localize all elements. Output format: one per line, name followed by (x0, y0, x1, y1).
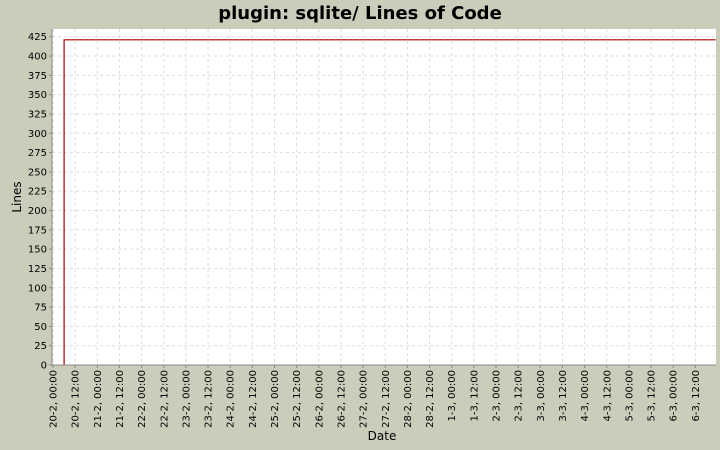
y-tick-label: 25 (34, 341, 47, 352)
x-tick-label: 28-2, 12:00 (425, 370, 436, 428)
x-tick-label: 27-2, 00:00 (359, 370, 370, 428)
x-tick-label: 5-3, 00:00 (624, 370, 635, 422)
y-tick-label: 275 (28, 148, 47, 159)
x-tick-label: 2-3, 12:00 (514, 370, 525, 422)
series-line (63, 39, 716, 365)
x-tick-label: 27-2, 12:00 (381, 370, 392, 428)
x-tick-label: 1-3, 12:00 (469, 370, 480, 422)
x-tick-label: 3-3, 00:00 (536, 370, 547, 422)
y-tick-label: 400 (28, 52, 47, 63)
x-tick-label: 24-2, 00:00 (226, 370, 237, 428)
x-ticks: 20-2, 00:00 20-2, 12:00 21-2, 00:00 21-2, 1… (49, 365, 702, 428)
x-tick-label: 4-3, 00:00 (580, 370, 591, 422)
x-tick-label: 23-2, 12:00 (204, 370, 215, 428)
axes (51, 29, 716, 366)
x-tick-label: 24-2, 12:00 (248, 370, 259, 428)
x-tick-label: 28-2, 00:00 (403, 370, 414, 428)
y-tick-label: 250 (28, 167, 47, 178)
x-tick-label: 1-3, 00:00 (447, 370, 458, 422)
x-tick-label: 6-3, 00:00 (669, 370, 680, 422)
x-tick-label: 25-2, 12:00 (292, 370, 303, 428)
y-tick-label: 50 (34, 322, 47, 333)
y-axis-label: Lines (10, 181, 24, 212)
x-tick-label: 6-3, 12:00 (691, 370, 702, 422)
grid (52, 29, 716, 365)
y-ticks: 0 25 50 75 100 125 150 175 200 225 250 275 300 325 350… (28, 32, 52, 372)
x-tick-label: 22-2, 00:00 (137, 370, 148, 428)
x-tick-label: 22-2, 12:00 (159, 370, 170, 428)
y-tick-label: 225 (28, 187, 47, 198)
x-tick-label: 23-2, 00:00 (181, 370, 192, 428)
x-tick-label: 2-3, 00:00 (492, 370, 503, 422)
x-tick-label: 21-2, 00:00 (93, 370, 104, 428)
series (63, 39, 716, 365)
y-tick-label: 325 (28, 109, 47, 120)
y-tick-label: 375 (28, 71, 47, 82)
x-axis-label: Date (368, 429, 397, 443)
y-tick-label: 200 (28, 206, 47, 217)
x-tick-label: 25-2, 00:00 (270, 370, 281, 428)
y-tick-label: 175 (28, 225, 47, 236)
x-tick-label: 4-3, 12:00 (602, 370, 613, 422)
y-tick-label: 0 (41, 361, 47, 372)
x-tick-label: 26-2, 12:00 (336, 370, 347, 428)
y-tick-label: 350 (28, 90, 47, 101)
x-tick-label: 5-3, 12:00 (647, 370, 658, 422)
x-tick-label: 3-3, 12:00 (558, 370, 569, 422)
x-tick-label: 21-2, 12:00 (115, 370, 126, 428)
x-tick-label: 20-2, 12:00 (71, 370, 82, 428)
x-tick-label: 20-2, 00:00 (49, 370, 60, 428)
plot-area (52, 29, 716, 365)
chart-title: plugin: sqlite/ Lines of Code (218, 3, 502, 24)
x-tick-label: 26-2, 00:00 (314, 370, 325, 428)
y-tick-label: 125 (28, 264, 47, 275)
y-tick-label: 300 (28, 129, 47, 140)
y-tick-label: 150 (28, 245, 47, 256)
y-tick-label: 425 (28, 32, 47, 43)
y-tick-label: 75 (34, 303, 47, 314)
y-tick-label: 100 (28, 283, 47, 294)
